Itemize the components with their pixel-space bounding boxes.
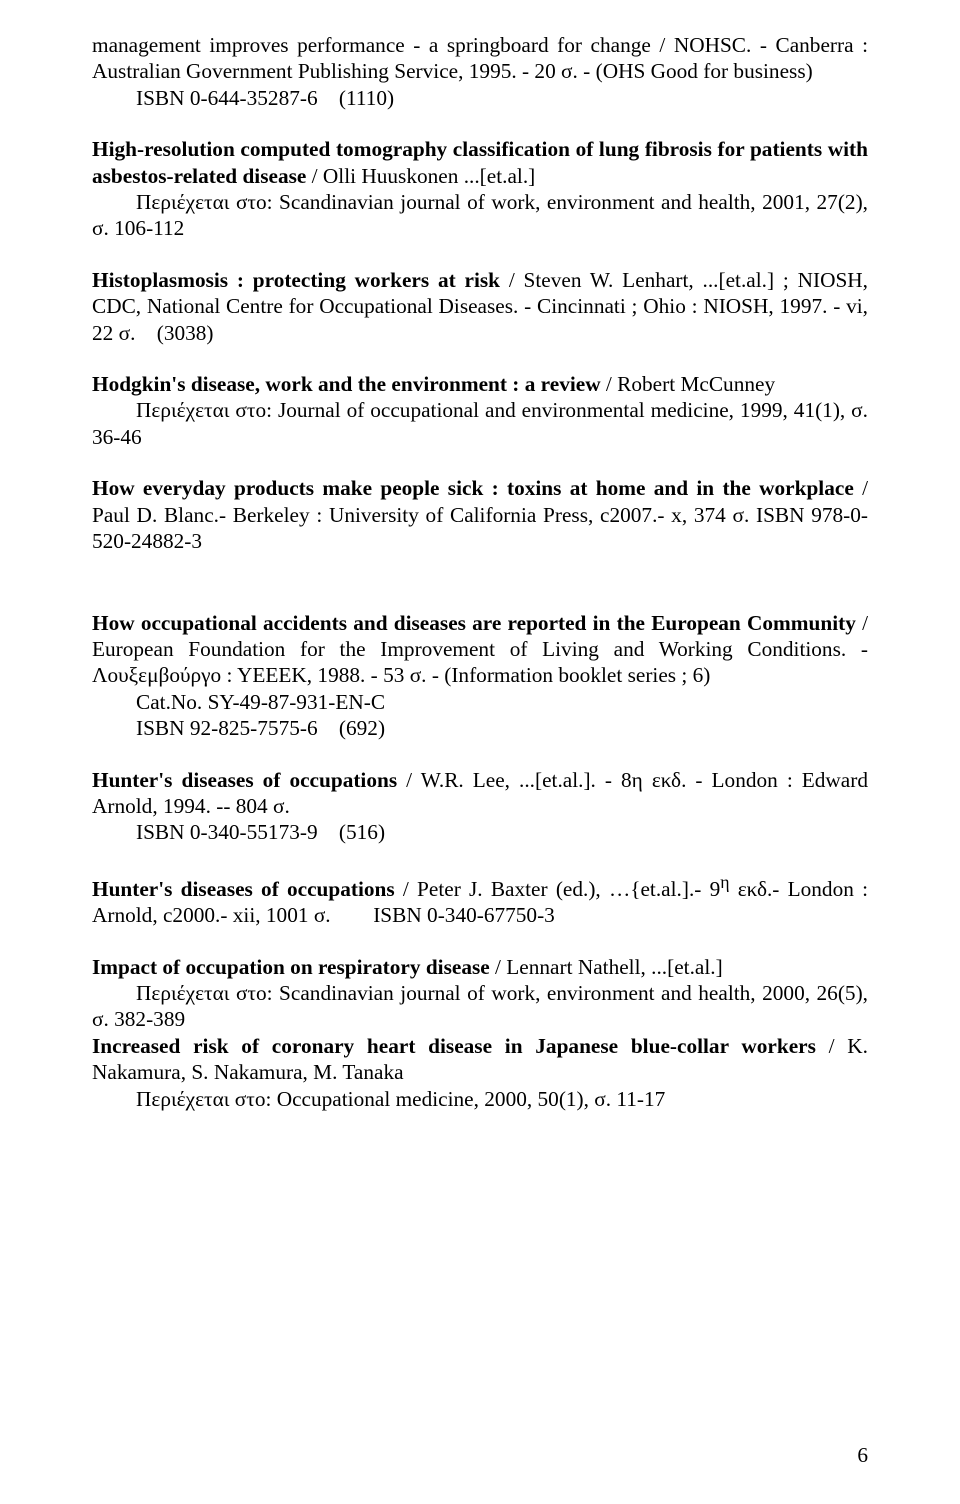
bibliography-entry: management improves performance - a spri… xyxy=(92,32,868,111)
entry-main-text: Hunter's diseases of occupations / Peter… xyxy=(92,877,868,927)
entry-main-text: How occupational accidents and diseases … xyxy=(92,611,868,688)
entry-main-text: Impact of occupation on respiratory dise… xyxy=(92,955,723,979)
bibliography-entry: Hunter's diseases of occupations / Peter… xyxy=(92,871,868,929)
entry-indent-line: Cat.No. SY-49-87-931-EN-C xyxy=(92,689,868,715)
bibliography-entry: How everyday products make people sick :… xyxy=(92,475,868,554)
entry-main-text: Increased risk of coronary heart disease… xyxy=(92,1034,868,1084)
entry-main-text: Hunter's diseases of occupations / W.R. … xyxy=(92,768,868,818)
bibliography-entry: Histoplasmosis : protecting workers at r… xyxy=(92,267,868,346)
bibliography-entry: Hodgkin's disease, work and the environm… xyxy=(92,371,868,450)
entry-main-text: Histoplasmosis : protecting workers at r… xyxy=(92,268,868,345)
entry-indent-line: Περιέχεται στο: Scandinavian journal of … xyxy=(92,980,868,1033)
bibliography-entry: Hunter's diseases of occupations / W.R. … xyxy=(92,767,868,846)
bibliography-list: management improves performance - a spri… xyxy=(92,32,868,1112)
entry-main-text: How everyday products make people sick :… xyxy=(92,476,868,553)
entry-indent-line: ISBN 92-825-7575-6 (692) xyxy=(92,715,868,741)
bibliography-entry: High-resolution computed tomography clas… xyxy=(92,136,868,242)
entry-main-text: Hodgkin's disease, work and the environm… xyxy=(92,372,775,396)
bibliography-entry: Impact of occupation on respiratory dise… xyxy=(92,954,868,1033)
bibliography-entry: How occupational accidents and diseases … xyxy=(92,610,868,742)
entry-indent-line: Περιέχεται στο: Occupational medicine, 2… xyxy=(92,1086,868,1112)
entry-indent-line: ISBN 0-340-55173-9 (516) xyxy=(92,819,868,845)
entry-main-text: management improves performance - a spri… xyxy=(92,33,868,83)
page-number: 6 xyxy=(857,1442,868,1468)
entry-main-text: High-resolution computed tomography clas… xyxy=(92,137,868,187)
bibliography-entry: Increased risk of coronary heart disease… xyxy=(92,1033,868,1112)
entry-indent-line: Περιέχεται στο: Scandinavian journal of … xyxy=(92,189,868,242)
entry-indent-line: ISBN 0-644-35287-6 (1110) xyxy=(92,85,868,111)
page: management improves performance - a spri… xyxy=(0,0,960,1504)
entry-indent-line: Περιέχεται στο: Journal of occupational … xyxy=(92,397,868,450)
